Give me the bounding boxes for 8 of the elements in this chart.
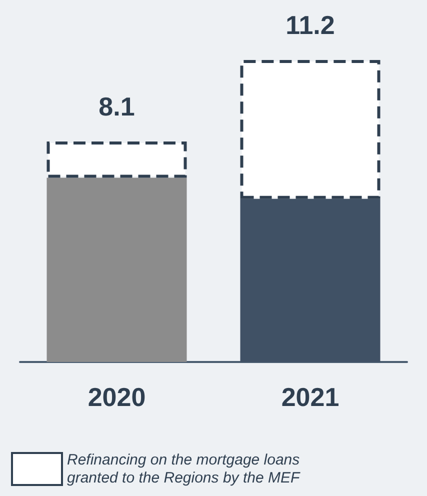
bar bbox=[46, 178, 187, 362]
bar bbox=[240, 60, 380, 199]
annotation: 8.1 bbox=[98, 92, 135, 122]
bar bbox=[46, 142, 187, 178]
x-tick-label: 2021 bbox=[281, 382, 340, 412]
x-tick-label: 2020 bbox=[88, 382, 146, 412]
annotation: 11.2 bbox=[286, 10, 335, 40]
legend-label: Refinancing on the mortgage loans granted to the Regions by the MEF bbox=[67, 452, 304, 486]
